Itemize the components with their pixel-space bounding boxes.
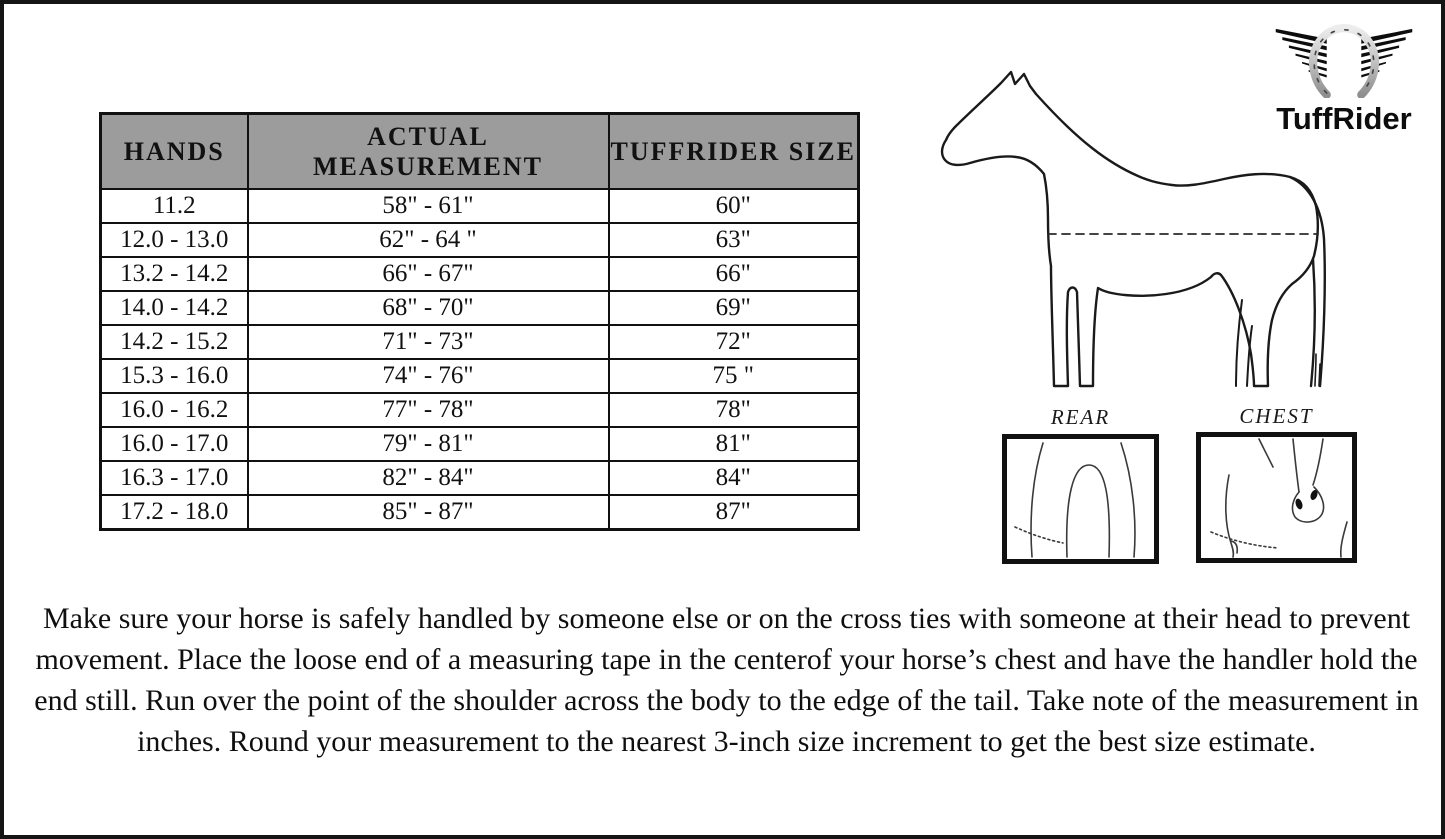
size-chart-table: HANDS ACTUAL MEASUREMENT TUFFRIDER SIZE … [99, 112, 860, 531]
winged-horseshoe-icon [1275, 23, 1413, 99]
table-cell: 79" - 81" [246, 426, 610, 462]
rear-diagram-label: REAR [1050, 405, 1111, 429]
header-hands: HANDS [99, 112, 249, 190]
rear-view-diagram [1002, 434, 1159, 564]
chest-view-diagram [1196, 432, 1357, 563]
table-cell: 81" [607, 426, 860, 462]
table-cell: 12.0 - 13.0 [99, 222, 249, 258]
table-cell: 71" - 73" [246, 324, 610, 360]
table-cell: 78" [607, 392, 860, 428]
rear-view-icon [1014, 442, 1136, 558]
table-cell: 68" - 70" [246, 290, 610, 326]
table-cell: 15.3 - 16.0 [99, 358, 249, 394]
table-row: 11.2 58" - 61" 60" [99, 188, 860, 224]
table-cell: 66" - 67" [246, 256, 610, 292]
table-cell: 63" [607, 222, 860, 258]
brand-name: TuffRider [1276, 101, 1412, 136]
table-row: 16.0 - 16.2 77" - 78" 78" [99, 392, 860, 428]
horse-measurement-diagram [904, 54, 1354, 404]
table-row: 16.0 - 17.0 79" - 81" 81" [99, 426, 860, 462]
table-header-row: HANDS ACTUAL MEASUREMENT TUFFRIDER SIZE [99, 112, 860, 190]
table-cell: 82" - 84" [246, 460, 610, 496]
horse-outline-icon [940, 70, 1326, 388]
table-cell: 17.2 - 18.0 [99, 494, 249, 531]
header-actual-measurement: ACTUAL MEASUREMENT [246, 112, 610, 190]
chest-diagram-label: CHEST [1239, 404, 1314, 428]
table-row: 15.3 - 16.0 74" - 76" 75 " [99, 358, 860, 394]
brand-logo: TuffRider [1256, 23, 1432, 137]
measuring-instructions: Make sure your horse is safely handled b… [34, 602, 1419, 758]
header-tuffrider-size: TUFFRIDER SIZE [607, 112, 860, 190]
table-cell: 74" - 76" [246, 358, 610, 394]
table-row: 16.3 - 17.0 82" - 84" 84" [99, 460, 860, 496]
table-row: 13.2 - 14.2 66" - 67" 66" [99, 256, 860, 292]
table-cell: 16.0 - 16.2 [99, 392, 249, 428]
table-cell: 11.2 [99, 188, 249, 224]
table-row: 14.0 - 14.2 68" - 70" 69" [99, 290, 860, 326]
table-row: 17.2 - 18.0 85" - 87" 87" [99, 494, 860, 531]
table-cell: 84" [607, 460, 860, 496]
table-cell: 66" [607, 256, 860, 292]
table-cell: 58" - 61" [246, 188, 610, 224]
table-cell: 14.0 - 14.2 [99, 290, 249, 326]
table-cell: 16.3 - 17.0 [99, 460, 249, 496]
table-cell: 60" [607, 188, 860, 224]
table-cell: 16.0 - 17.0 [99, 426, 249, 462]
table-cell: 77" - 78" [246, 392, 610, 428]
chest-view-icon [1210, 438, 1348, 558]
table-cell: 87" [607, 494, 860, 531]
table-row: 12.0 - 13.0 62" - 64 " 63" [99, 222, 860, 258]
table-cell: 14.2 - 15.2 [99, 324, 249, 360]
table-cell: 62" - 64 " [246, 222, 610, 258]
table-cell: 85" - 87" [246, 494, 610, 531]
table-cell: 69" [607, 290, 860, 326]
table-row: 14.2 - 15.2 71" - 73" 72" [99, 324, 860, 360]
table-cell: 75 " [607, 358, 860, 394]
table-cell: 72" [607, 324, 860, 360]
table-cell: 13.2 - 14.2 [99, 256, 249, 292]
